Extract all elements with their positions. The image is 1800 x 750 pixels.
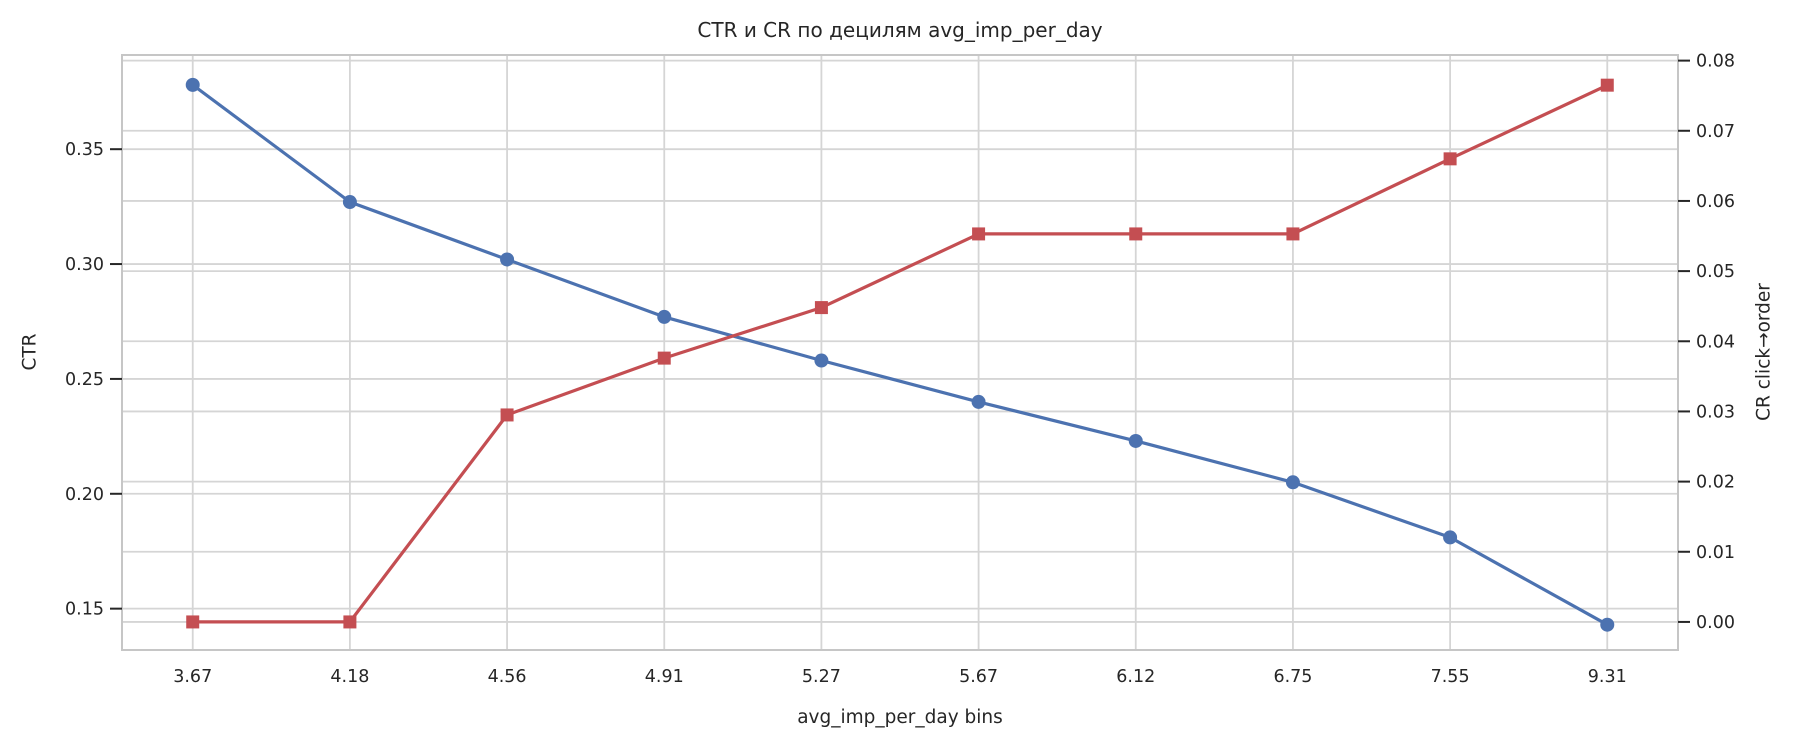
x-tick-label: 9.31: [1588, 667, 1627, 687]
y-right-tick-label: 0.06: [1696, 192, 1735, 212]
x-tick-label: 6.12: [1116, 667, 1155, 687]
y-right-tick-label: 0.07: [1696, 122, 1735, 142]
chart-title: CTR и CR по децилям avg_imp_per_day: [697, 18, 1103, 42]
y-right-tick-label: 0.02: [1696, 473, 1735, 493]
cr-point-marker: [814, 301, 828, 315]
cr-point-marker: [500, 408, 514, 422]
x-tick-label: 4.91: [645, 667, 684, 687]
cr-point-marker: [972, 227, 986, 241]
ctr-point-marker: [1443, 530, 1458, 545]
cr-point-marker: [657, 351, 671, 365]
x-tick-label: 7.55: [1431, 667, 1470, 687]
cr-point-marker: [1129, 227, 1143, 241]
y-right-tick-label: 0.04: [1696, 332, 1735, 352]
x-tick-label: 4.18: [330, 667, 369, 687]
series-line-ctr: [191, 83, 1609, 627]
cr-point-marker: [186, 615, 200, 629]
ctr-point-marker: [657, 309, 672, 324]
cr-point-marker: [343, 615, 357, 629]
x-tick-label: 6.75: [1273, 667, 1312, 687]
y-right-tick-label: 0.00: [1696, 613, 1735, 633]
x-tick-label: 3.67: [173, 667, 212, 687]
ctr-point-marker: [1128, 433, 1143, 448]
ctr-point-marker: [1285, 475, 1300, 490]
y-left-tick-label: 0.25: [65, 370, 104, 390]
y-right-tick-label: 0.08: [1696, 52, 1735, 72]
series-line-cr: [191, 83, 1609, 624]
y-right-tick-label: 0.01: [1696, 543, 1735, 563]
y-left-tick-label: 0.35: [65, 140, 104, 160]
y-left-tick-label: 0.30: [65, 255, 104, 275]
y-right-tick-label: 0.03: [1696, 402, 1735, 422]
y-left-tick-label: 0.20: [65, 485, 104, 505]
ctr-point-marker: [185, 77, 200, 92]
x-tick-label: 5.27: [802, 667, 841, 687]
y-right-tick-label: 0.05: [1696, 262, 1735, 282]
ctr-point-marker: [500, 252, 515, 267]
x-tick-label: 5.67: [959, 667, 998, 687]
y-left-tick-label: 0.15: [65, 600, 104, 620]
axes-spines: [121, 54, 1679, 651]
ctr-point-marker: [814, 353, 829, 368]
ctr-point-marker: [1600, 617, 1615, 632]
cr-point-marker: [1286, 227, 1300, 241]
ctr-point-marker: [342, 195, 357, 210]
cr-point-marker: [1600, 78, 1614, 92]
cr-point-marker: [1443, 152, 1457, 166]
ctr-point-marker: [971, 394, 986, 409]
x-axis-label: avg_imp_per_day bins: [797, 707, 1003, 728]
x-tick-label: 4.56: [488, 667, 527, 687]
